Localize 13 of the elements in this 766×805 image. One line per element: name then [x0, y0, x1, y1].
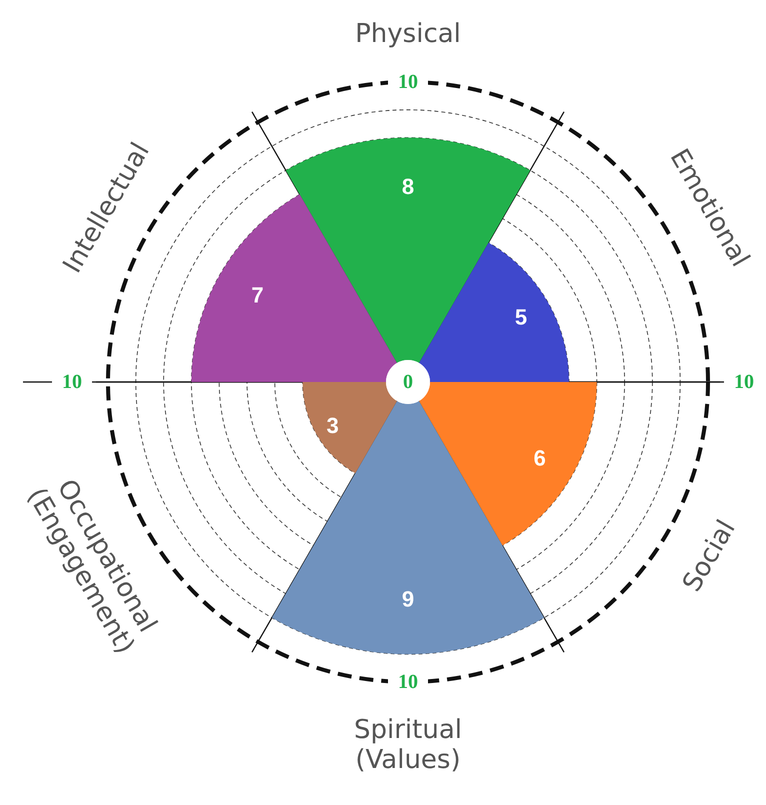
text: 0 — [403, 371, 413, 393]
category-label: Spiritual (Values) — [354, 715, 462, 775]
data-label: 5 — [514, 304, 528, 330]
data-label: 3 — [326, 413, 339, 438]
text: 10 — [398, 71, 418, 93]
text: 10 — [62, 371, 82, 393]
data-label: 6 — [534, 446, 546, 471]
data-label: 7 — [251, 282, 264, 308]
category-label: Physical — [355, 19, 461, 49]
data-label: 8 — [402, 174, 414, 200]
text: 10 — [734, 371, 754, 393]
text: 10 — [398, 671, 418, 693]
data-label: 9 — [402, 586, 414, 612]
